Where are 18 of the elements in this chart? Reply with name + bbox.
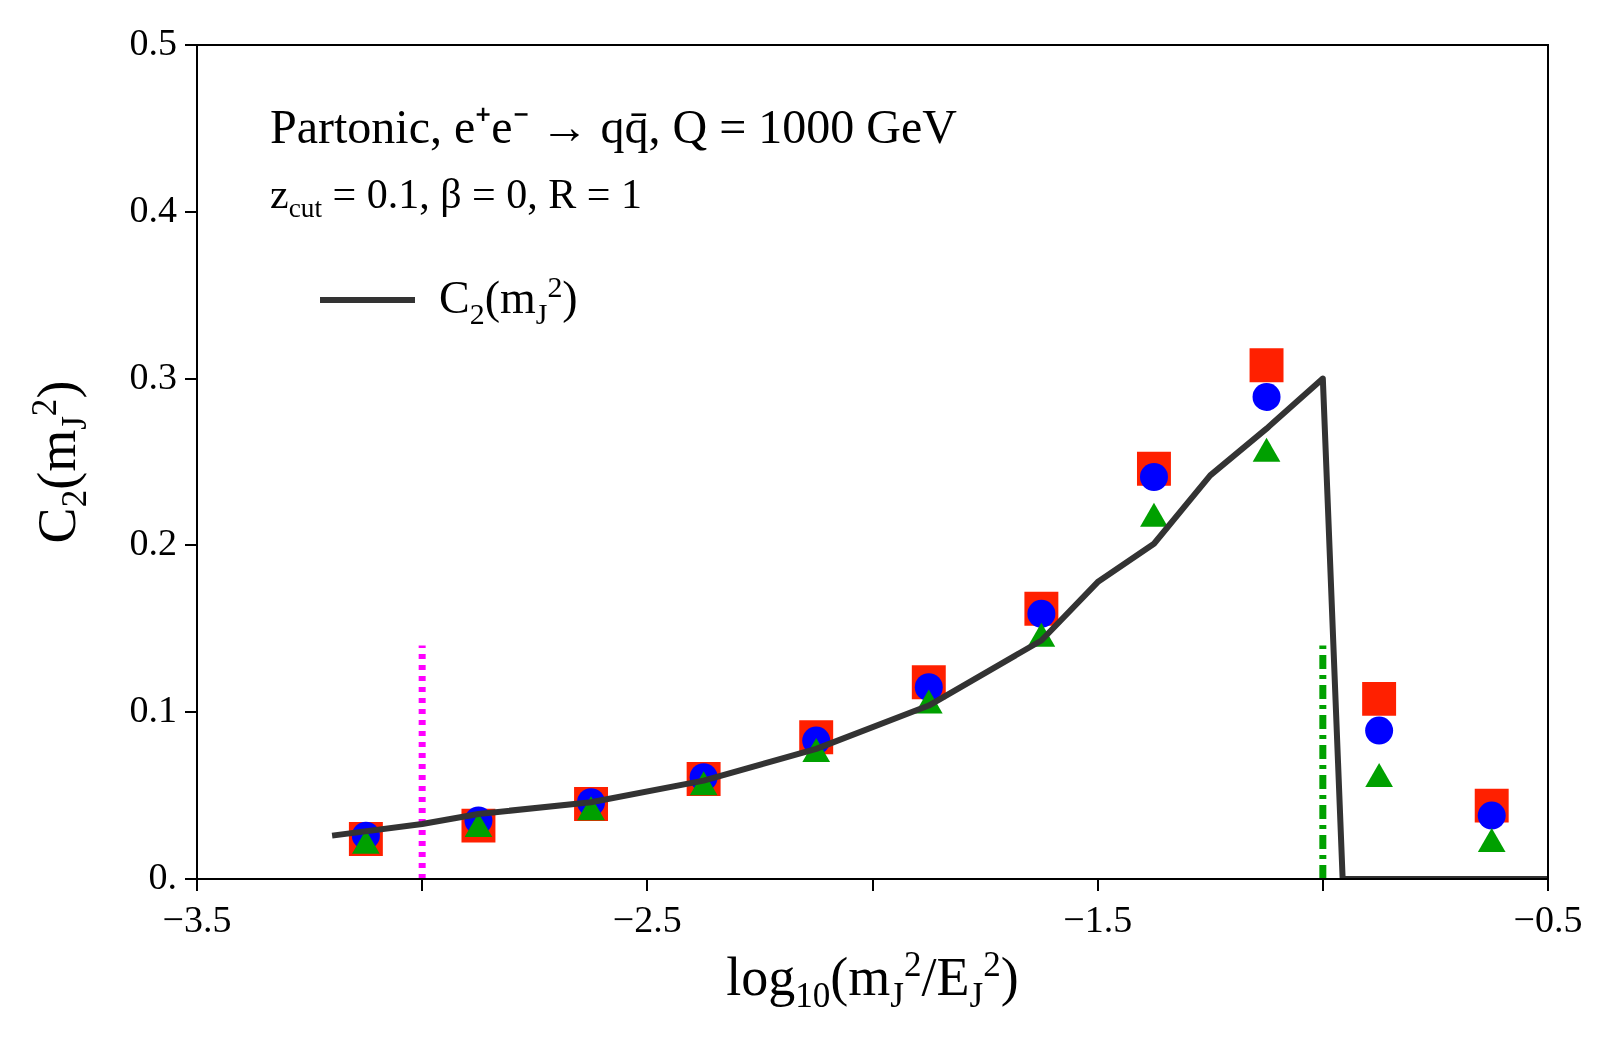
x-tick-label: −2.5 xyxy=(612,897,682,940)
x-tick-label: −3.5 xyxy=(162,897,232,940)
y-tick-label: 0.3 xyxy=(129,354,177,397)
x-tick-label: −1.5 xyxy=(1063,897,1133,940)
point xyxy=(1249,348,1284,383)
y-tick-label: 0.1 xyxy=(129,688,177,731)
point xyxy=(1362,681,1397,716)
y-tick-label: 0.5 xyxy=(129,20,177,63)
x-tick-label: −0.5 xyxy=(1513,897,1583,940)
y-tick-label: 0.4 xyxy=(129,187,177,230)
point xyxy=(1252,382,1281,411)
legend-label: C$_{2}$(m$_{J}$$^{2}$) xyxy=(439,269,578,331)
annotation: z$_{cut}$ = 0.1, β = 0, R = 1 xyxy=(270,170,642,225)
annotation: Partonic, e⁺e⁻ → qq̄, Q = 1000 GeV xyxy=(270,99,957,155)
text: log$_{10}$(m$_{J}$$^{2}$/E$_{J}$$^{2}$) xyxy=(726,945,1019,1015)
y-tick-label: 0.2 xyxy=(129,521,177,564)
y-tick-label: 0. xyxy=(148,854,177,897)
point xyxy=(1365,716,1394,745)
